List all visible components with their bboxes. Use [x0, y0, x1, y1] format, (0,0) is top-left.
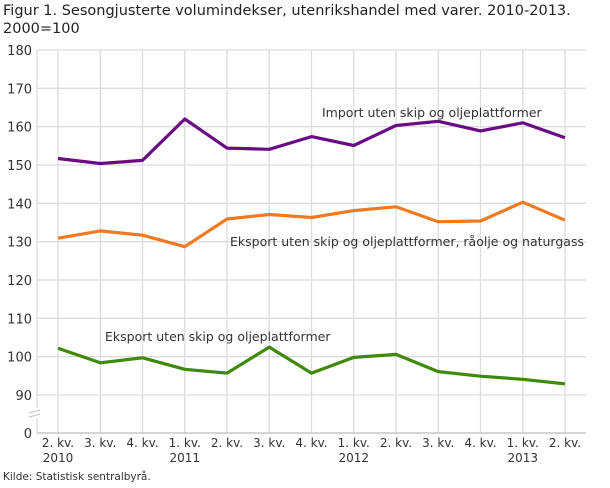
axis-break-gap [28, 408, 42, 418]
series-label-1: Import uten skip og oljeplattformer [322, 105, 543, 120]
x-tick-label: 1. kv. [169, 436, 201, 450]
x-tick-label: 4. kv. [295, 436, 327, 450]
x-tick-label: 3. kv. [422, 436, 454, 450]
x-tick-label: 4. kv. [126, 436, 158, 450]
x-tick-label: 1. kv. [507, 436, 539, 450]
x-tick-year-label: 2012 [338, 451, 369, 465]
y-tick-label: 0 [24, 427, 32, 442]
x-tick-label: 2. kv. [42, 436, 74, 450]
axis-break-mark [28, 413, 41, 418]
x-tick-label: 2. kv. [211, 436, 243, 450]
source-note: Kilde: Statistisk sentralbyrå. [3, 471, 151, 483]
y-tick-label: 150 [7, 159, 32, 174]
y-tick-label: 170 [7, 82, 32, 97]
x-tick-year-label: 2013 [507, 451, 538, 465]
x-tick-year-label: 2011 [169, 451, 200, 465]
y-tick-label: 110 [7, 312, 32, 327]
x-tick-label: 3. kv. [253, 436, 285, 450]
y-tick-label: 140 [7, 197, 32, 212]
series-label-2: Eksport uten skip og oljeplattformer, rå… [230, 234, 584, 249]
x-tick-label: 3. kv. [84, 436, 116, 450]
axis-break-mark [28, 409, 41, 414]
x-tick-label: 2. kv. [380, 436, 412, 450]
x-tick-label: 4. kv. [464, 436, 496, 450]
y-tick-label: 160 [7, 121, 32, 136]
x-tick-year-label: 2010 [43, 451, 74, 465]
y-tick-label: 90 [15, 389, 32, 404]
y-tick-label: 180 [7, 44, 32, 59]
series-label-3: Eksport uten skip og oljeplattformer [105, 329, 331, 344]
y-tick-label: 120 [7, 274, 32, 289]
x-tick-label: 1. kv. [338, 436, 370, 450]
y-tick-label: 130 [7, 236, 32, 251]
x-tick-label: 2. kv. [549, 436, 581, 450]
y-tick-label: 100 [7, 351, 32, 366]
chart-title: Figur 1. Sesongjusterte volumindekser, u… [3, 3, 571, 37]
